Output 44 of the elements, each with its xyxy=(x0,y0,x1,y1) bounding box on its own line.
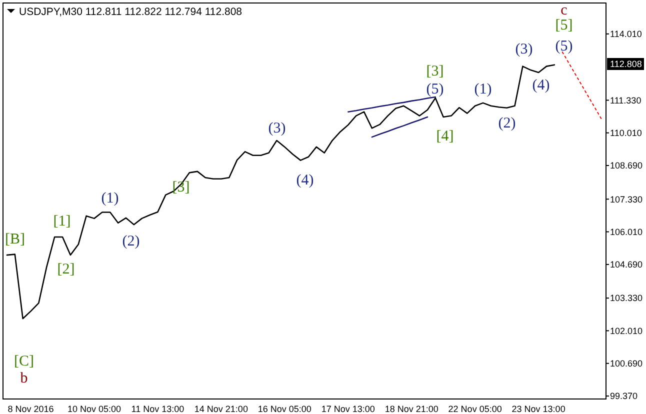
x-tick-label: 18 Nov 21:00 xyxy=(384,404,438,414)
line-series xyxy=(371,116,428,138)
y-tick-label: 110.010 xyxy=(610,128,642,138)
annotation: [4] xyxy=(436,128,454,144)
y-tick-label: 99.370 xyxy=(610,391,638,402)
y-tick-label: 104.690 xyxy=(610,260,643,270)
chart-title: USDJPY,M30 112.811 112.822 112.794 112.808 xyxy=(19,6,242,18)
annotation: [C] xyxy=(14,353,34,370)
annotation: (1) xyxy=(101,190,119,206)
line-series xyxy=(347,96,436,112)
line-series xyxy=(6,64,556,320)
x-tick-label: 8 Nov 2016 xyxy=(8,404,54,414)
y-tick-label: 114.010 xyxy=(610,29,642,40)
x-tick-label: 23 Nov 13:00 xyxy=(512,404,566,414)
y-tick-label: 102.010 xyxy=(610,326,643,336)
annotation: [5] xyxy=(555,17,573,34)
annotation: c xyxy=(560,2,568,18)
y-tick-label: 107.330 xyxy=(610,194,643,204)
annotation: [2] xyxy=(57,261,75,278)
annotation: (4) xyxy=(296,172,314,188)
x-tick-label: 11 Nov 13:00 xyxy=(131,404,184,414)
y-tick-label: 106.010 xyxy=(610,226,643,237)
annotation: [B] xyxy=(5,231,25,248)
annotation: (3) xyxy=(268,120,286,136)
x-tick-label: 17 Nov 13:00 xyxy=(321,404,375,414)
text: 112.808 xyxy=(610,59,642,70)
y-tick-label: 103.330 xyxy=(610,293,643,304)
x-tick-label: 16 Nov 05:00 xyxy=(258,404,312,414)
annotation: b xyxy=(20,370,28,386)
annotation: (1) xyxy=(474,81,492,98)
y-tick-label: 111.330 xyxy=(610,95,642,106)
x-tick-label: 10 Nov 05:00 xyxy=(67,404,122,414)
y-tick-label: 100.690 xyxy=(610,358,643,369)
x-tick-label: 14 Nov 21:00 xyxy=(194,404,248,414)
annotation: [3] xyxy=(426,63,444,80)
annotation: (5) xyxy=(555,38,573,54)
annotation: (5) xyxy=(426,81,444,98)
y-tick-label: 108.690 xyxy=(610,160,643,171)
annotation: (2) xyxy=(122,233,140,250)
annotation: (3) xyxy=(515,41,533,58)
annotation: (2) xyxy=(498,115,516,132)
x-tick-label: 22 Nov 05:00 xyxy=(448,404,502,414)
annotation: [1] xyxy=(53,213,71,230)
annotation: (4) xyxy=(532,77,550,94)
